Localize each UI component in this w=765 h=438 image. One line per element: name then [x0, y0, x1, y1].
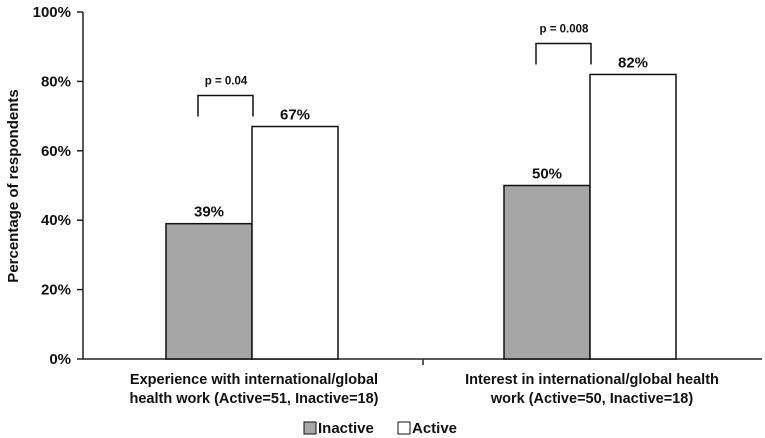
p-value-bracket	[535, 42, 592, 65]
category-label-line1: Interest in international/global health	[465, 372, 719, 388]
category-labels: Experience with international/global heal…	[129, 372, 718, 407]
bar-active	[251, 125, 339, 360]
legend-swatch-inactive	[303, 421, 317, 435]
legend-label-inactive: Inactive	[318, 420, 374, 437]
data-label-inactive: 50%	[532, 166, 562, 183]
bar-inactive	[503, 184, 591, 360]
legend-label-active: Active	[412, 420, 457, 437]
category-label-line1: Experience with international/global	[130, 372, 378, 388]
data-label-active: 67%	[280, 107, 310, 124]
p-value-label: p = 0.04	[205, 76, 248, 88]
bar-inactive	[165, 222, 253, 360]
y-axis-label: Percentage of respondents	[5, 89, 22, 282]
y-tick-label: 0%	[49, 351, 71, 368]
p-value-label: p = 0.008	[540, 23, 590, 35]
y-axis: 0% 20% 40% 60% 80% 100%	[33, 4, 84, 368]
y-tick-label: 20%	[41, 282, 71, 299]
legend: Inactive Active	[303, 420, 457, 437]
y-tick-label: 40%	[41, 212, 71, 229]
category-label-line2: health work (Active=51, Inactive=18)	[129, 391, 378, 407]
legend-swatch-active	[397, 421, 411, 435]
data-label-inactive: 39%	[194, 204, 224, 221]
p-value-bracket	[197, 94, 254, 117]
data-label-active: 82%	[618, 54, 648, 71]
y-tick-label: 100%	[33, 4, 71, 21]
y-tick-label: 60%	[41, 143, 71, 160]
category-label-line2: work (Active=50, Inactive=18)	[490, 391, 693, 407]
bars-group: 39% 67% 50% 82%	[165, 54, 677, 360]
significance-brackets: p = 0.04 p = 0.008	[197, 23, 592, 117]
y-tick-label: 80%	[41, 73, 71, 90]
bar-active	[589, 73, 677, 360]
